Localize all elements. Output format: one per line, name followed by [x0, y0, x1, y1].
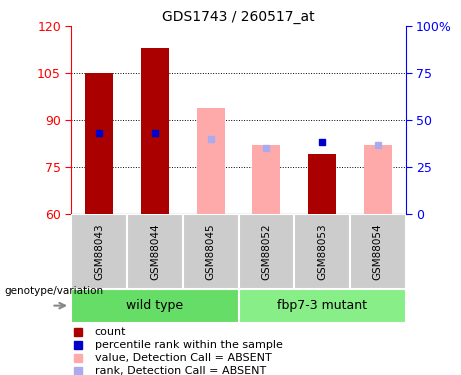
Bar	[71, 214, 127, 289]
Bar	[183, 214, 238, 289]
Bar	[141, 48, 169, 214]
Bar	[350, 214, 406, 289]
Bar	[308, 154, 336, 214]
Bar	[71, 289, 239, 322]
Text: genotype/variation: genotype/variation	[5, 286, 104, 296]
Bar	[127, 214, 183, 289]
Text: percentile rank within the sample: percentile rank within the sample	[95, 340, 283, 350]
Bar	[238, 214, 294, 289]
Text: fbp7-3 mutant: fbp7-3 mutant	[277, 299, 367, 312]
Text: GSM88053: GSM88053	[317, 223, 327, 280]
Text: GSM88045: GSM88045	[206, 223, 216, 280]
Text: GSM88052: GSM88052	[261, 223, 272, 280]
Bar	[364, 145, 392, 214]
Text: wild type: wild type	[126, 299, 183, 312]
Text: GSM88044: GSM88044	[150, 223, 160, 280]
Bar	[253, 145, 280, 214]
Bar	[85, 73, 113, 214]
Text: value, Detection Call = ABSENT: value, Detection Call = ABSENT	[95, 353, 272, 363]
Bar	[294, 214, 350, 289]
Text: GSM88054: GSM88054	[373, 223, 383, 280]
Title: GDS1743 / 260517_at: GDS1743 / 260517_at	[162, 10, 315, 24]
Bar	[197, 108, 225, 214]
Text: count: count	[95, 327, 126, 337]
Text: rank, Detection Call = ABSENT: rank, Detection Call = ABSENT	[95, 366, 266, 375]
Text: GSM88043: GSM88043	[95, 223, 104, 280]
Bar	[238, 289, 406, 322]
